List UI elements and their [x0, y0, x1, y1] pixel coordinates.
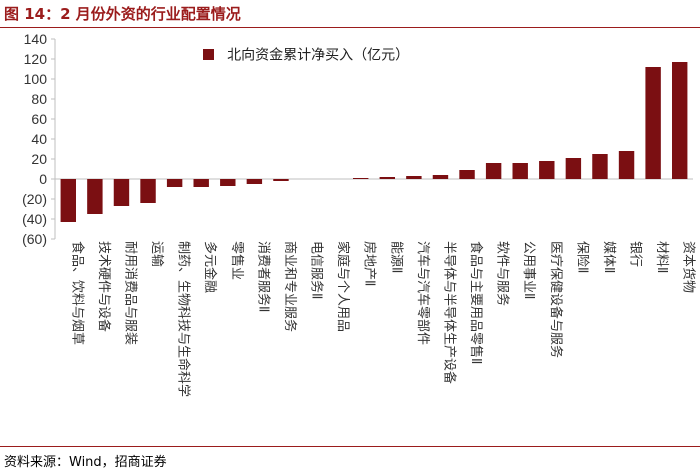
y-tick-label: 120 — [24, 51, 48, 67]
title-divider — [0, 27, 700, 28]
y-tick-label: (40) — [22, 211, 47, 227]
bar — [379, 177, 396, 179]
chart-legend: 北向资金累计净买入（亿元） — [203, 44, 409, 65]
x-category-label: 商业和专业服务 — [282, 241, 298, 332]
x-category-label: 食品、饮料与烟草 — [69, 241, 85, 345]
x-category-label: 电信服务Ⅱ — [309, 241, 325, 299]
x-category-label: 资本货物 — [681, 241, 697, 293]
y-tick-label: 0 — [39, 171, 47, 187]
bar — [140, 179, 156, 203]
x-category-label: 银行 — [628, 241, 643, 267]
bar-chart: 140 120 100 80 60 40 20 0 (20) (40) (60) 食品、饮料与烟草 技术… — [22, 31, 697, 397]
bar — [166, 179, 183, 187]
figure-title: 图 14：2 月份外资的行业配置情况 — [4, 5, 241, 23]
y-tick-label: 100 — [24, 71, 48, 87]
x-category-label: 技术硬件与设备 — [96, 241, 112, 332]
x-category-label: 房地产Ⅱ — [362, 241, 378, 286]
x-category-label: 半导体与半导体生产设备 — [441, 241, 457, 384]
legend-label: 北向资金累计净买入（亿元） — [227, 47, 410, 64]
x-category-label: 媒体Ⅱ — [601, 241, 616, 273]
footer-divider — [0, 446, 700, 447]
x-category-label: 保险Ⅱ — [574, 241, 589, 273]
x-category-label: 运输 — [149, 241, 165, 267]
x-category-label: 多元金融 — [202, 241, 218, 293]
y-tick-label: 80 — [31, 91, 47, 107]
x-category-label: 家庭与个人用品 — [335, 241, 351, 332]
bar — [565, 158, 582, 179]
x-category-label: 食品与主要用品零售Ⅱ — [468, 241, 484, 364]
bar — [246, 179, 263, 184]
bar — [539, 161, 555, 179]
bar — [485, 163, 502, 179]
x-category-label: 汽车与汽车零部件 — [415, 241, 431, 345]
bar — [406, 176, 422, 179]
y-tick-label: 40 — [31, 131, 47, 147]
x-category-label: 能源Ⅱ — [388, 241, 403, 273]
bar — [352, 178, 369, 179]
y-tick-label: 140 — [24, 31, 48, 47]
bar — [273, 179, 289, 181]
bar — [512, 163, 528, 179]
bar — [193, 179, 209, 187]
y-tick-label: (20) — [22, 191, 47, 207]
bar — [459, 170, 475, 179]
bar — [618, 151, 635, 179]
x-category-label: 医疗保健设备与服务 — [548, 241, 564, 358]
bar — [87, 179, 103, 214]
y-tick-label: 60 — [31, 111, 47, 127]
title-bar: 图 14：2 月份外资的行业配置情况 — [0, 0, 700, 26]
bar — [645, 67, 661, 179]
x-category-label: 软件与服务 — [495, 241, 511, 306]
legend-swatch — [203, 49, 214, 60]
bar — [671, 62, 688, 179]
bar — [592, 154, 608, 179]
bar — [432, 175, 449, 179]
x-category-label: 制药、生物科技与生命科学 — [176, 241, 192, 397]
bar — [220, 179, 236, 186]
y-tick-label: 20 — [31, 151, 47, 167]
source-note: 资料来源：Wind，招商证券 — [4, 455, 167, 470]
y-tick-label: (60) — [22, 231, 47, 247]
x-category-label: 公用事业Ⅱ — [521, 241, 536, 299]
bar — [113, 179, 130, 206]
x-category-label: 零售业 — [229, 241, 245, 280]
x-category-label: 材料Ⅱ — [654, 241, 669, 273]
bar — [60, 179, 77, 222]
x-category-label: 耐用消费品与服装 — [122, 241, 137, 345]
x-category-label: 消费者服务Ⅱ — [255, 241, 271, 312]
